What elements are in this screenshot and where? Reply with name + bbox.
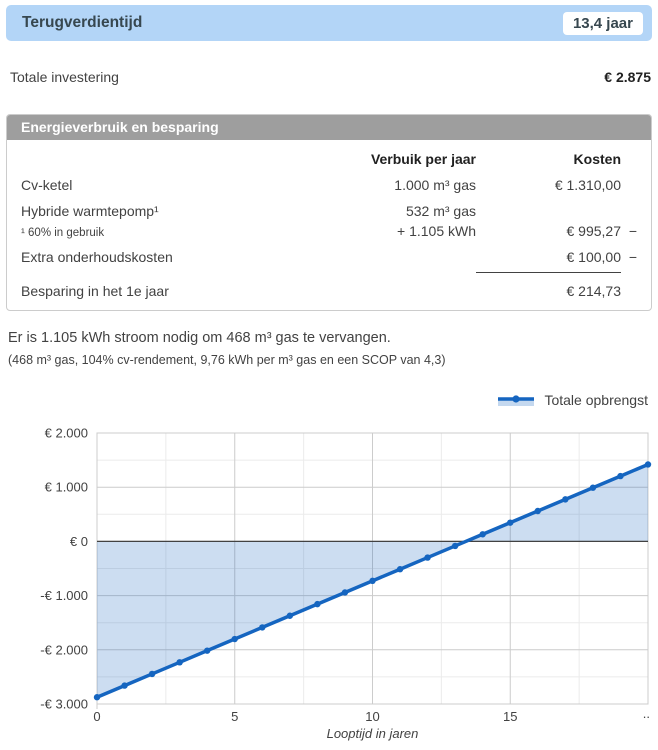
svg-text:€ 0: € 0 (70, 534, 88, 549)
svg-text:€ 2.000: € 2.000 (45, 426, 88, 441)
table-row-besparing: Besparing in het 1e jaar € 214,73 (21, 273, 637, 299)
payback-value-badge: 13,4 jaar (562, 11, 643, 35)
x-axis-labels: 0 5 10 15.. (93, 706, 650, 724)
grid-minor (97, 433, 648, 704)
svg-text:-€ 3.000: -€ 3.000 (40, 697, 88, 712)
row-label: Hybride warmtepomp¹ (21, 203, 159, 219)
col-header-cost: Kosten (573, 151, 621, 167)
svg-text:-€ 2.000: -€ 2.000 (40, 642, 88, 657)
table-row-cv-ketel: Cv-ketel 1.000 m³ gas € 1.310,00 (21, 167, 637, 193)
row-label: Cv-ketel (21, 177, 73, 193)
row-cost: € 1.310,00 (554, 177, 621, 193)
table-row-onderhoud: Extra onderhoudskosten € 100,00 − (21, 239, 637, 273)
note-assumptions: (468 m³ gas, 104% cv-rendement, 9,76 kWh… (8, 353, 446, 367)
row-footnote: ¹ 60% in gebruik (21, 227, 105, 239)
energy-table-title: Energieverbruik en besparing (7, 115, 651, 140)
total-investment-value: € 2.875 (604, 69, 651, 85)
x-axis-title: Looptijd in jaren (327, 726, 419, 741)
energy-table-card: Energieverbruik en besparing Verbuik per… (6, 114, 652, 311)
total-investment-row: Totale investering € 2.875 (10, 69, 651, 85)
y-axis-labels: € 2.000 € 1.000 € 0 -€ 1.000 -€ 2.000 -€ 3.00… (40, 426, 88, 712)
series-points (93, 461, 652, 701)
payback-header-bar: Terugverdientijd 13,4 jaar (6, 5, 652, 41)
payback-title: Terugverdientijd (22, 14, 143, 31)
row-cost: € 995,27 (566, 223, 622, 239)
row-usage: 532 m³ gas (405, 203, 476, 219)
row-usage: 1.000 m³ gas (394, 177, 476, 193)
table-header-row: Verbuik per jaar Kosten (21, 141, 637, 167)
minus-sign: − (628, 249, 637, 265)
svg-text:5: 5 (231, 709, 238, 724)
svg-text:-€ 1.000: -€ 1.000 (40, 588, 88, 603)
svg-text:€ 1.000: € 1.000 (45, 480, 88, 495)
row-label: Extra onderhoudskosten (21, 249, 173, 265)
total-investment-label: Totale investering (10, 69, 119, 85)
legend-marker-icon (498, 395, 535, 406)
row-usage: + 1.105 kWh (397, 223, 476, 239)
svg-text:10: 10 (365, 709, 379, 724)
svg-text:15: 15 (503, 709, 517, 724)
table-row-warmtepomp: Hybride warmtepomp¹ 532 m³ gas (21, 193, 637, 219)
table-row-warmtepomp-footnote: ¹ 60% in gebruik + 1.105 kWh € 995,27 − (21, 219, 637, 239)
legend-label: Totale opbrengst (544, 392, 648, 408)
row-cost: € 214,73 (566, 283, 622, 299)
minus-sign: − (628, 223, 637, 239)
chart-legend: Totale opbrengst (0, 392, 648, 408)
svg-text:..: .. (643, 706, 650, 721)
svg-text:0: 0 (93, 709, 100, 724)
col-header-usage: Verbuik per jaar (370, 151, 476, 167)
payback-chart: € 2.000 € 1.000 € 0 -€ 1.000 -€ 2.000 -€ 3.00… (40, 426, 652, 741)
energy-table: Verbuik per jaar Kosten Cv-ketel 1.000 m… (7, 140, 651, 310)
note-replacement: Er is 1.105 kWh stroom nodig om 468 m³ g… (8, 330, 391, 346)
svg-text:Looptijd in jaren: Looptijd in jaren (327, 726, 419, 741)
row-cost: € 100,00 (476, 249, 621, 273)
row-label: Besparing in het 1e jaar (21, 283, 169, 299)
